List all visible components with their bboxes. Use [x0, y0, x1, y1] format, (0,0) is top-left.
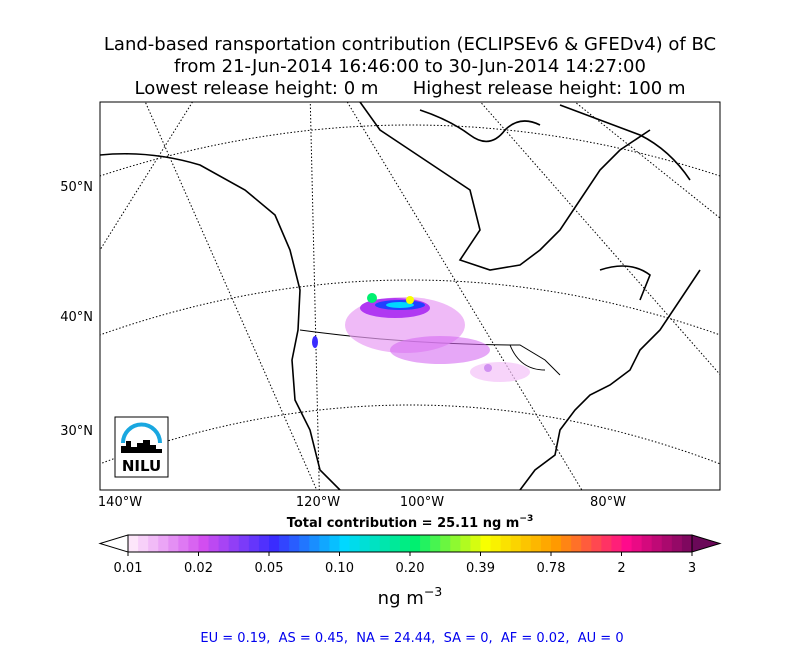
colorbar-bin	[581, 535, 592, 552]
colorbar: 0.01 0.02 0.05 0.10 0.20 0.39 0.78 2 3	[98, 534, 722, 576]
colorbar-bin	[561, 535, 572, 552]
colorbar-bin	[279, 535, 290, 552]
colorbar-tick-label: 2	[617, 561, 625, 576]
colorbar-bin	[490, 535, 502, 552]
colorbar-tick-label: 0.02	[184, 561, 213, 576]
colorbar-bin	[339, 535, 351, 552]
colorbar-bin	[248, 535, 260, 552]
colorbar-bin	[410, 535, 421, 552]
colorbar-bin	[611, 535, 622, 552]
title-line: from 21-Jun-2014 16:46:00 to 30-Jun-2014…	[174, 56, 646, 77]
coastline	[100, 102, 701, 490]
colorbar-bin	[158, 535, 169, 552]
colorbar-bin	[198, 535, 210, 552]
colorbar-bin	[389, 535, 401, 552]
colorbar-bin	[128, 535, 139, 552]
colorbar-bin	[671, 535, 683, 552]
colorbar-bin	[520, 535, 532, 552]
footer-stats: EU = 0.19, AS = 0.45, NA = 24.44, SA = 0…	[200, 631, 623, 646]
colorbar-bin	[510, 535, 522, 552]
lon-label: 120°W	[296, 495, 340, 510]
colorbar-bin	[661, 535, 673, 552]
colorbar-bin	[178, 535, 189, 552]
colorbar-bin	[399, 535, 411, 552]
colorbar-bin	[591, 535, 602, 552]
colorbar-bin	[208, 535, 220, 552]
colorbar-bin	[289, 535, 300, 552]
map: NILU	[99, 101, 721, 491]
total-contribution-sup: −3	[519, 514, 533, 524]
colorbar-bin	[218, 535, 230, 552]
total-contribution-main: Total contribution = 25.11 ng m	[287, 516, 520, 531]
colorbar-bin	[420, 535, 431, 552]
colorbar-bin	[540, 535, 552, 552]
colorbar-bin	[238, 535, 250, 552]
lon-label: 80°W	[590, 495, 626, 510]
colorbar-bin	[430, 535, 441, 552]
logo: NILU	[114, 416, 169, 478]
colorbar-tick-label: 0.05	[255, 561, 284, 576]
colorbar-bin	[470, 535, 481, 552]
colorbar-bin	[601, 535, 612, 552]
colorbar-tick-label: 0.01	[114, 561, 143, 576]
colorbar-bin	[269, 535, 280, 552]
lat-label: 30°N	[60, 424, 93, 439]
colorbar-bin	[651, 535, 663, 552]
colorbar-bin	[681, 535, 693, 552]
colorbar-bin	[480, 535, 492, 552]
colorbar-bin	[309, 535, 320, 552]
colorbar-bin	[188, 535, 199, 552]
colorbar-unit-main: ng m	[378, 588, 424, 609]
logo-text: NILU	[122, 457, 161, 475]
colorbar-bin	[530, 535, 542, 552]
colorbar-bin	[460, 535, 471, 552]
colorbar-bin	[359, 535, 371, 552]
colorbar-bin	[551, 535, 562, 552]
colorbar-bin	[349, 535, 361, 552]
colorbar-bin	[138, 535, 149, 552]
colorbar-bin	[379, 535, 391, 552]
title-line: Lowest release height: 0 m Highest relea…	[135, 78, 686, 99]
colorbar-tick-label: 3	[688, 561, 696, 576]
colorbar-unit-sup: −3	[424, 584, 443, 599]
lat-label: 40°N	[60, 310, 93, 325]
colorbar-tick-label: 0.39	[466, 561, 495, 576]
colorbar-bin	[571, 535, 582, 552]
colorbar-bin	[641, 535, 653, 552]
total-contribution: Total contribution = 25.11 ng m−3	[287, 514, 534, 531]
colorbar-bin	[228, 535, 240, 552]
colorbar-bin	[148, 535, 159, 552]
colorbar-bin	[369, 535, 381, 552]
title-line: Land-based ransportation contribution (E…	[104, 34, 716, 55]
colorbar-bin	[319, 535, 330, 552]
colorbar-tick-label: 0.78	[537, 561, 566, 576]
colorbar-bin	[450, 535, 461, 552]
lat-label: 50°N	[60, 180, 93, 195]
colorbar-bin	[299, 535, 310, 552]
colorbar-bin	[440, 535, 451, 552]
lon-label: 140°W	[98, 495, 142, 510]
lon-label: 100°W	[400, 495, 444, 510]
plume	[312, 293, 530, 382]
colorbar-tick-label: 0.10	[325, 561, 354, 576]
colorbar-tick-label: 0.20	[396, 561, 425, 576]
map-frame	[99, 101, 721, 491]
colorbar-bin	[631, 535, 643, 552]
colorbar-bin	[258, 535, 270, 552]
colorbar-bin	[500, 535, 512, 552]
colorbar-bin	[621, 535, 633, 552]
colorbar-bin	[168, 535, 179, 552]
colorbar-bin	[329, 535, 340, 552]
colorbar-unit: ng m−3	[378, 584, 443, 609]
